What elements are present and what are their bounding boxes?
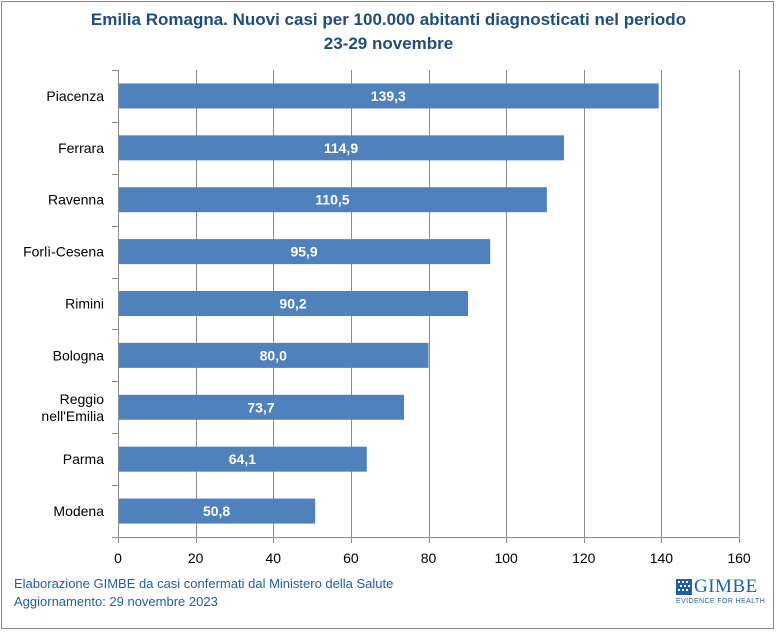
bar bbox=[119, 83, 659, 109]
bar-value-label: 64,1 bbox=[229, 451, 256, 467]
bar-value-label: 90,2 bbox=[279, 296, 306, 312]
x-tick-label: 80 bbox=[421, 550, 437, 566]
chart-title-line1: Emilia Romagna. Nuovi casi per 100.000 a… bbox=[90, 10, 687, 29]
x-tick-label: 60 bbox=[343, 550, 359, 566]
x-tick-label: 140 bbox=[650, 550, 674, 566]
bar-value-label: 114,9 bbox=[324, 140, 358, 156]
bar-value-label: 95,9 bbox=[290, 244, 317, 260]
category-label: nell'Emilia bbox=[41, 408, 104, 424]
category-label: Modena bbox=[53, 503, 104, 519]
x-tick-label: 20 bbox=[188, 550, 204, 566]
category-label: Forlì-Cesena bbox=[23, 244, 104, 260]
category-label: Ravenna bbox=[48, 192, 104, 208]
x-tick-label: 120 bbox=[572, 550, 596, 566]
category-label: Piacenza bbox=[46, 88, 104, 104]
x-tick-label: 160 bbox=[727, 550, 751, 566]
x-tick-label: 100 bbox=[494, 550, 518, 566]
category-label: Parma bbox=[63, 451, 104, 467]
bar-value-label: 73,7 bbox=[247, 399, 274, 415]
x-tick-label: 0 bbox=[114, 550, 122, 566]
update-note: Aggiornamento: 29 novembre 2023 bbox=[14, 594, 218, 609]
logo-tagline: EVIDENCE FOR HEALTH bbox=[676, 598, 766, 605]
bar bbox=[119, 187, 547, 213]
bar bbox=[119, 446, 367, 472]
bar bbox=[119, 291, 469, 316]
bar bbox=[119, 135, 564, 161]
bar bbox=[119, 239, 491, 265]
gimbe-logo: GIMBE EVIDENCE FOR HEALTH bbox=[676, 576, 766, 615]
bar bbox=[119, 498, 316, 524]
category-label: Rimini bbox=[65, 296, 104, 312]
bar bbox=[119, 342, 429, 368]
bar bbox=[119, 394, 405, 420]
chart-title: Emilia Romagna. Nuovi casi per 100.000 a… bbox=[0, 8, 777, 56]
logo-wordmark: GIMBE bbox=[694, 576, 758, 597]
category-label: Reggio bbox=[60, 391, 105, 407]
chart-footer: Elaborazione GIMBE da casi confermati da… bbox=[14, 575, 393, 611]
bar-value-label: 80,0 bbox=[260, 347, 287, 363]
bar-value-label: 139,3 bbox=[371, 88, 406, 104]
chart-title-line2: 23-29 novembre bbox=[323, 34, 454, 53]
bar-value-label: 50,8 bbox=[203, 503, 230, 519]
bar-value-label: 110,5 bbox=[315, 192, 349, 208]
category-label: Ferrara bbox=[58, 140, 104, 156]
x-tick-label: 40 bbox=[265, 550, 281, 566]
category-label: Bologna bbox=[53, 347, 105, 363]
source-note: Elaborazione GIMBE da casi confermati da… bbox=[14, 576, 394, 591]
gimbe-grid-logo-icon bbox=[676, 579, 692, 595]
